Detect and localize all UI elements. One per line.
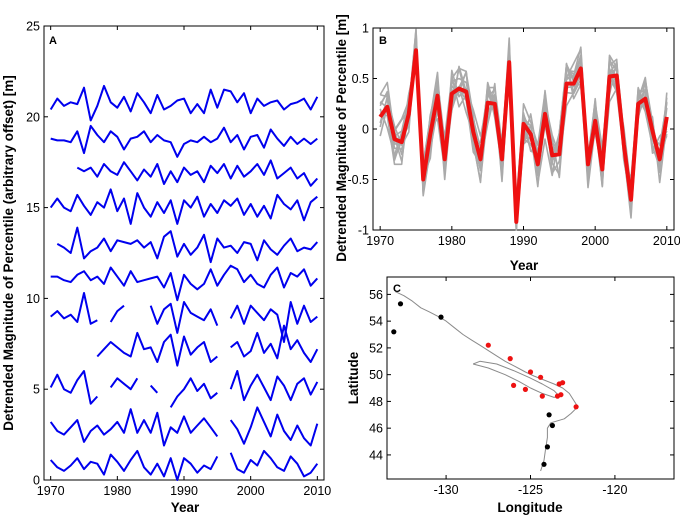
panel-c-red-station [485, 342, 491, 348]
panel-c-red-station [573, 404, 579, 410]
panel-a-ytick-label: 20 [26, 110, 40, 124]
panel-a-ylabel: Detrended Magnitude of Percentile (arbit… [1, 75, 16, 431]
panel-a-series-line-10 [50, 124, 318, 158]
panel-a-series-line-11 [49, 84, 319, 122]
panel-a-ytick-label: 0 [33, 474, 40, 488]
panel-a-series-line-9 [76, 159, 319, 187]
panel-c-red-station [510, 382, 517, 388]
panel-a-series-line-3 [169, 377, 218, 408]
panel-c-red-station [539, 393, 545, 399]
panel-c-ytick-label: 48 [369, 395, 383, 409]
panel-a-series-line-1 [49, 449, 219, 481]
panel-c-red-station [507, 356, 513, 362]
panel-c-ytick-label: 54 [369, 315, 383, 329]
panel-a-series-line-2 [229, 406, 319, 447]
panel-b-ytick-label: 0.5 [352, 72, 369, 86]
panel-a-ytick-label: 15 [26, 201, 40, 215]
panel-a-ytick-label: 5 [33, 383, 40, 397]
panel-b-xtick-label: 2010 [653, 234, 680, 248]
panel-a-series-line-6 [50, 264, 319, 302]
panel-b-ticks: 1970 1980 1990 2000 2010 -1 -0.5 0 0.5 1 [347, 22, 680, 249]
panel-a-series-line-5 [229, 301, 318, 343]
panel-c: -130 -125 -120 44 46 48 50 52 54 56 C Longitude L… [346, 276, 675, 515]
panel-a: 1970 1980 1990 2000 2010 0 5 10 15 20 25 A Year De… [1, 20, 331, 516]
panel-b-xtick-label: 1980 [438, 234, 466, 248]
panel-b-xtick-label: 2000 [581, 234, 609, 248]
panel-a-series-line-3 [109, 377, 139, 391]
panel-b-ytick-label: 0 [362, 123, 369, 137]
panel-c-ticks: -130 -125 -120 44 46 48 50 52 54 56 [369, 277, 674, 497]
panel-c-black-station [546, 412, 552, 418]
panel-c-red-station [522, 386, 529, 392]
panel-a-ytick-label: 10 [26, 292, 40, 306]
panel-c-xtick-label: -125 [518, 483, 543, 497]
panel-a-xtick-label: 1980 [103, 484, 131, 498]
panel-c-xlabel: Longitude [497, 500, 563, 515]
panel-c-black-station [438, 314, 444, 320]
panel-a-xlabel: Year [171, 500, 200, 515]
panel-a-xtick-label: 2000 [237, 484, 265, 498]
panel-a-series-line-3 [49, 370, 99, 405]
panel-c-ytick-label: 56 [369, 288, 383, 302]
panel-c-red-station [538, 374, 544, 380]
panel-b-mean-line [378, 48, 669, 224]
panel-a-ticks: 1970 1980 1990 2000 2010 0 5 10 15 20 25 [26, 20, 331, 499]
panel-b-ytick-label: -0.5 [347, 173, 369, 187]
panel-b-series [378, 28, 669, 231]
panel-a-ytick-label: 25 [26, 20, 40, 34]
panel-b-ylabel: Detrended Magnitude of Percentile [m] [334, 14, 349, 262]
panel-a-series-line-8 [49, 188, 318, 225]
panel-c-ytick-label: 52 [369, 341, 383, 355]
panel-c-label: C [393, 283, 401, 295]
panel-a-series-line-7 [56, 226, 319, 264]
panel-a-xtick-label: 1970 [37, 484, 65, 498]
panel-c-ytick-label: 50 [369, 368, 383, 382]
panel-c-ytick-label: 44 [369, 448, 383, 462]
panel-b-xtick-label: 1990 [510, 234, 538, 248]
panel-a-series-line-5 [109, 304, 125, 323]
panel-a-xtick-label: 2010 [303, 484, 331, 498]
panel-c-xtick-label: -130 [434, 483, 459, 497]
panel-c-red-station [560, 380, 566, 386]
panel-a-series-line-4 [96, 331, 218, 367]
panel-b: 1970 1980 1990 2000 2010 -1 -0.5 0 0.5 1 B Year D… [334, 14, 680, 273]
panel-c-ylabel: Latitude [346, 351, 361, 404]
panel-a-xtick-label: 1990 [170, 484, 198, 498]
panel-c-black-station [397, 301, 404, 307]
panel-b-ytick-label: -1 [358, 224, 369, 238]
panel-c-ytick-label: 46 [369, 422, 383, 436]
panel-a-series-line-3 [229, 370, 319, 402]
panel-c-black-station [549, 422, 556, 429]
panel-c-map [391, 291, 579, 472]
panel-a-series-line-1 [229, 449, 319, 478]
panel-a-series-line-5 [149, 301, 219, 334]
panel-c-red-station [558, 392, 564, 398]
panel-a-series [49, 84, 319, 481]
panel-c-red-station [527, 369, 534, 375]
panel-a-series-line-4 [230, 324, 319, 363]
panel-c-black-station [391, 329, 397, 335]
panel-a-series-line-5 [50, 292, 98, 325]
panel-b-label: B [379, 35, 387, 47]
panel-b-ytick-label: 1 [362, 22, 369, 36]
panel-a-label: A [49, 35, 57, 47]
panel-c-black-station [544, 444, 551, 450]
panel-b-xlabel: Year [510, 258, 539, 273]
panel-c-black-station [541, 461, 547, 467]
panel-a-series-line-3 [149, 384, 159, 394]
panel-a-series-line-2 [49, 408, 219, 447]
panel-b-xtick-label: 1970 [366, 234, 394, 248]
panel-c-xtick-label: -120 [602, 483, 627, 497]
